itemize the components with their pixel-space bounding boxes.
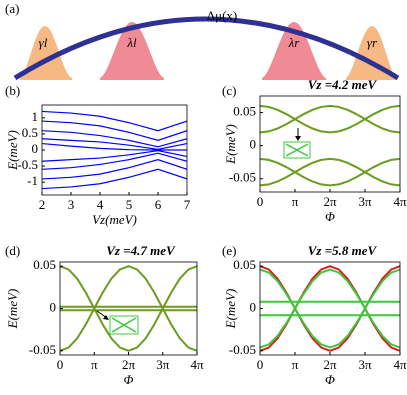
inset-cross [285, 143, 309, 157]
bump [262, 22, 326, 80]
series-line [60, 265, 197, 352]
series-line [60, 265, 197, 352]
panel-label: (a) [5, 1, 19, 16]
x-axis-label: Φ [325, 209, 335, 224]
x-axis-label: Φ [325, 372, 335, 387]
y-tick-label: 0.05 [233, 104, 256, 119]
series-line [42, 168, 187, 190]
y-tick-label: -0.05 [229, 170, 256, 185]
plot-frame [259, 95, 401, 193]
series-line [42, 130, 187, 148]
bump [100, 22, 164, 80]
series-line [42, 150, 187, 162]
y-tick-label: -0.5 [17, 157, 38, 172]
panel-label: (e) [222, 243, 236, 258]
x-tick-label: 4π [393, 357, 407, 372]
peak-label: λr [288, 35, 301, 50]
series-line [260, 157, 400, 187]
series-line [42, 152, 187, 170]
peak-label: γl [39, 35, 48, 50]
x-tick-label: π [91, 357, 98, 372]
x-tick-label: 2π [122, 357, 136, 372]
x-tick-label: 3 [68, 197, 75, 212]
x-tick-label: π [292, 194, 299, 209]
x-tick-label: 0 [57, 357, 64, 372]
x-axis-label: Vz(meV) [92, 212, 137, 227]
y-tick-label: 1 [32, 109, 39, 124]
x-tick-label: 4 [97, 197, 104, 212]
title: Δμ(x) [207, 8, 238, 23]
x-tick-label: 2π [323, 357, 337, 372]
arc [13, 16, 400, 81]
y-tick-label: -1 [27, 173, 38, 188]
y-tick-label: 0 [250, 299, 257, 314]
x-tick-label: 0 [257, 357, 264, 372]
series-line [42, 120, 187, 141]
x-tick-label: π [292, 357, 299, 372]
series-line [260, 104, 400, 134]
series-line [260, 104, 400, 134]
y-axis-label: E(meV) [223, 124, 238, 165]
chart-title: Vz =4.2 meV [308, 77, 378, 92]
y-tick-label: 0 [50, 299, 57, 314]
y-tick-label: 0.05 [33, 257, 56, 272]
chart-title: Vz =4.7 meV [106, 243, 176, 258]
y-tick-label: -0.05 [29, 342, 56, 357]
panel-label: (c) [222, 83, 236, 98]
x-tick-label: 4π [190, 357, 204, 372]
series-line [42, 142, 187, 151]
y-tick-label: 0.05 [233, 257, 256, 272]
x-tick-label: 4π [393, 194, 407, 209]
y-tick-label: 0.5 [22, 125, 38, 140]
series-line [42, 110, 187, 132]
chart-title: Vz =5.8 meV [308, 243, 378, 258]
y-tick-label: 0 [250, 137, 257, 152]
panel-label: (b) [5, 83, 20, 98]
bump [346, 26, 397, 80]
x-tick-label: 2π [323, 194, 337, 209]
plot-frame [259, 261, 401, 356]
arrow-head [295, 136, 301, 141]
series-line [260, 265, 400, 352]
y-axis-label: E(meV) [5, 130, 20, 171]
x-tick-label: 0 [257, 194, 264, 209]
y-axis-label: E(meV) [223, 289, 238, 330]
y-axis-label: E(meV) [5, 289, 20, 330]
x-tick-label: 3π [156, 357, 170, 372]
x-tick-label: 6 [155, 197, 162, 212]
x-axis-label: Φ [124, 372, 134, 387]
arrow-head [103, 315, 109, 320]
panel-a: (a) Δμ(x) γl λl λr γr [5, 1, 400, 81]
series-line [42, 159, 187, 180]
peak-label: λl [126, 35, 137, 50]
x-tick-label: 3π [358, 357, 372, 372]
series-line [260, 265, 400, 352]
series-line [260, 268, 400, 349]
x-tick-label: 5 [126, 197, 133, 212]
inset-cross [111, 317, 137, 333]
y-tick-label: 0 [32, 141, 39, 156]
insets [96, 128, 311, 335]
x-tick-label: 2 [39, 197, 46, 212]
series-line [260, 268, 400, 349]
x-tick-label: 7 [184, 197, 191, 212]
panel-label: (d) [5, 243, 20, 258]
y-tick-label: -0.05 [229, 342, 256, 357]
series-line [260, 157, 400, 187]
x-tick-label: 3π [358, 194, 372, 209]
plot-frame [59, 261, 198, 356]
peak-label: γr [367, 35, 378, 50]
series-line [42, 138, 187, 150]
